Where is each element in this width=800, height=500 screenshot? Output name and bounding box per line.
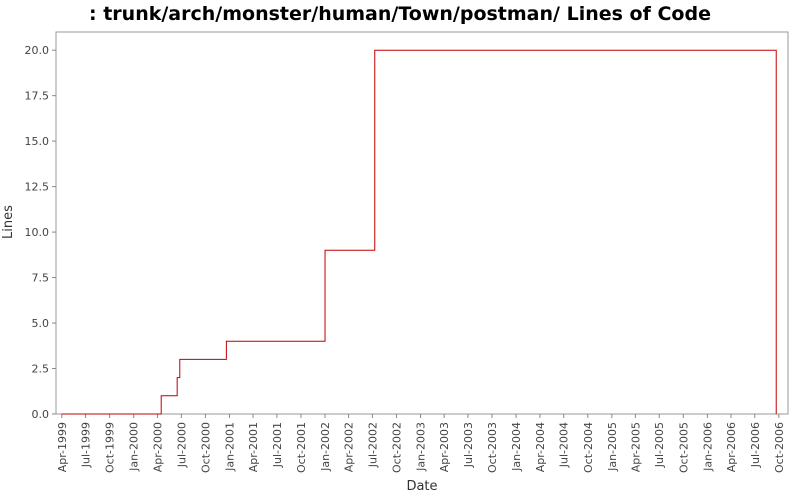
x-tick-label: Oct-2001 (295, 422, 308, 473)
x-tick-label: Oct-2002 (390, 422, 403, 473)
x-tick-label: Jan-2005 (606, 422, 619, 472)
x-axis: Apr-1999 Jul-1999 Oct-1999 Jan-2000 Apr-2000… (56, 414, 786, 473)
x-tick-label: Oct-2005 (677, 422, 690, 473)
x-tick-label: Jan-2003 (415, 422, 428, 472)
x-tick-label: Jul-2006 (749, 422, 762, 468)
x-tick-label: Jan-2000 (128, 422, 141, 472)
series-line (61, 49, 777, 415)
y-tick-label: 15.0 (25, 135, 50, 148)
x-tick-label: Apr-2001 (247, 422, 260, 472)
x-tick-label: Apr-2005 (629, 422, 642, 472)
x-tick-label: Oct-2006 (773, 422, 786, 473)
x-tick-label: Jan-2002 (319, 422, 332, 472)
x-tick-label: Apr-2000 (152, 422, 165, 472)
x-axis-label: Date (406, 479, 437, 494)
x-tick-label: Apr-2006 (725, 422, 738, 472)
y-tick-label: 5.0 (32, 317, 50, 330)
y-tick-label: 7.5 (32, 272, 50, 285)
y-tick-label: 12.5 (25, 181, 50, 194)
x-tick-label: Jul-2003 (462, 422, 475, 468)
x-tick-label: Jan-2006 (701, 422, 714, 472)
y-tick-label: 10.0 (25, 226, 50, 239)
x-tick-label: Oct-1999 (104, 422, 117, 473)
y-axis: 0.0 2.5 5.0 7.5 10.0 12.5 15.0 17.5 20.0 (25, 44, 56, 421)
x-tick-label: Jul-1999 (80, 422, 93, 468)
x-tick-label: Oct-2000 (199, 422, 212, 473)
y-tick-label: 17.5 (25, 90, 50, 103)
x-tick-label: Jan-2001 (224, 422, 237, 472)
y-tick-label: 0.0 (32, 408, 50, 421)
x-tick-label: Apr-2004 (534, 422, 547, 472)
x-tick-label: Jul-2004 (558, 422, 571, 468)
chart-title: : trunk/arch/monster/human/Town/postman/… (89, 3, 711, 25)
y-tick-label: 2.5 (32, 363, 50, 376)
plot-area (55, 31, 789, 415)
x-tick-label: Apr-2002 (343, 422, 356, 472)
x-tick-label: Apr-1999 (56, 422, 69, 472)
x-tick-label: Oct-2003 (486, 422, 499, 473)
y-tick-label: 20.0 (25, 44, 50, 57)
plot-border (55, 31, 789, 415)
x-tick-label: Jul-2001 (271, 422, 284, 468)
x-tick-label: Oct-2004 (582, 422, 595, 473)
x-tick-label: Apr-2003 (438, 422, 451, 472)
y-axis-label: Lines (1, 205, 16, 239)
x-tick-label: Jul-2002 (366, 422, 379, 468)
x-tick-label: Jul-2005 (653, 422, 666, 468)
series-group (61, 49, 777, 415)
x-tick-label: Jul-2000 (175, 422, 188, 468)
x-tick-label: Jan-2004 (510, 422, 523, 472)
